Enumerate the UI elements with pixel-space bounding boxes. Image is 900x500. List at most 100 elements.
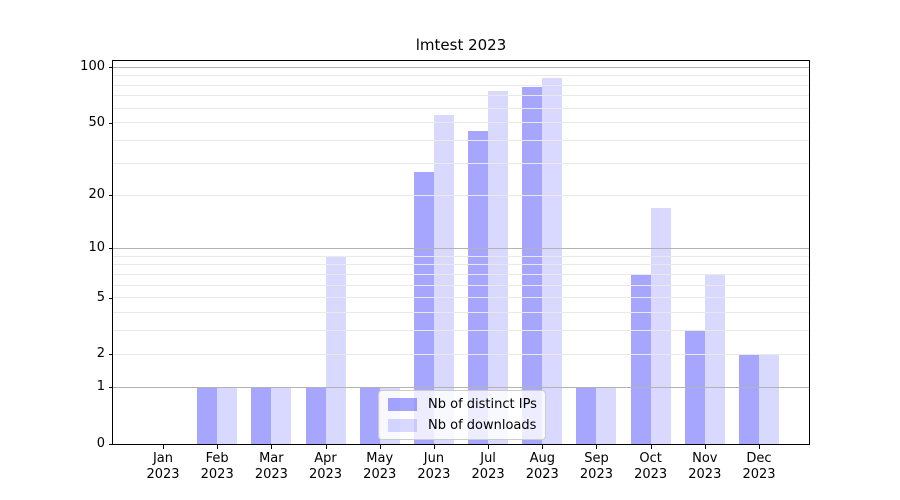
bar-downloads-dec [759, 354, 779, 444]
x-tick-mark [704, 445, 706, 449]
x-tick-label: Jan 2023 [133, 451, 193, 483]
gridline-minor [113, 140, 809, 141]
x-tick-mark [379, 445, 381, 449]
x-tick-mark [433, 445, 435, 449]
legend: Nb of distinct IPs Nb of downloads [378, 390, 546, 440]
x-tick-year: 2023 [742, 467, 776, 482]
y-tick-mark [109, 195, 113, 197]
x-tick-label: Oct 2023 [621, 451, 681, 483]
x-tick-year: 2023 [525, 467, 559, 482]
x-tick-year: 2023 [200, 467, 234, 482]
x-tick-month: Feb [205, 451, 229, 466]
bar-downloads-jul [488, 91, 509, 444]
x-tick-month: Aug [529, 451, 555, 466]
gridline-minor [113, 264, 809, 265]
x-tick-mark [542, 445, 544, 449]
y-tick-mark [109, 67, 113, 69]
gridline-minor [113, 95, 809, 96]
bar-distinct-ips-sep [576, 387, 597, 444]
x-tick-label: May 2023 [350, 451, 410, 483]
x-tick-year: 2023 [634, 467, 668, 482]
x-tick-label: Jul 2023 [458, 451, 518, 483]
legend-label-distinct-ips: Nb of distinct IPs [428, 397, 537, 412]
x-tick-label: Apr 2023 [296, 451, 356, 483]
x-tick-mark [163, 445, 164, 449]
y-tick-mark [109, 387, 113, 389]
bar-distinct-ips-apr [305, 387, 326, 444]
x-tick-label: Nov 2023 [675, 451, 735, 483]
gridline-major [113, 67, 809, 68]
y-tick-mark [109, 444, 113, 445]
legend-label-downloads: Nb of downloads [428, 418, 537, 433]
bar-downloads-jun [433, 115, 454, 444]
x-tick-year: 2023 [254, 467, 288, 482]
legend-entry-downloads: Nb of downloads [388, 418, 536, 433]
x-tick-month: Nov [692, 451, 718, 466]
x-tick-label: Dec 2023 [729, 451, 789, 483]
gridline-minor [113, 285, 809, 286]
gridline-minor [113, 312, 809, 313]
legend-swatch-distinct-ips [388, 398, 417, 411]
x-tick-label: Aug 2023 [512, 451, 572, 483]
bar-distinct-ips-jul [468, 131, 489, 444]
y-tick-label: 50 [88, 114, 105, 130]
bar-distinct-ips-mar [251, 387, 272, 444]
chart-title: lmtest 2023 [415, 36, 507, 54]
x-tick-year: 2023 [471, 467, 505, 482]
gridline-minor [113, 330, 809, 331]
gridline-major [113, 387, 809, 388]
plot-area: Nb of distinct IPs Nb of downloads [112, 60, 810, 445]
legend-swatch-downloads [388, 419, 417, 432]
gridline-minor [113, 195, 809, 196]
legend-entry-distinct-ips: Nb of distinct IPs [388, 397, 537, 412]
bar-distinct-ips-feb [197, 387, 218, 444]
y-tick-label: 0 [96, 436, 105, 451]
x-tick-mark [488, 445, 490, 449]
bar-downloads-nov [704, 274, 725, 444]
x-tick-label: Sep 2023 [566, 451, 626, 483]
y-tick-label: 100 [80, 59, 105, 75]
bar-distinct-ips-dec [739, 354, 759, 444]
bar-downloads-mar [271, 387, 292, 444]
x-tick-label: Feb 2023 [187, 451, 247, 483]
bar-distinct-ips-jun [413, 171, 434, 444]
x-tick-year: 2023 [417, 467, 451, 482]
y-tick-label: 2 [96, 346, 105, 362]
bar-downloads-oct [650, 208, 671, 444]
x-tick-month: Jun [423, 451, 445, 466]
x-tick-month: Oct [639, 451, 662, 466]
x-tick-mark [596, 445, 598, 449]
gridline-major [113, 248, 809, 249]
x-tick-month: Jan [152, 451, 174, 466]
x-tick-label: Mar 2023 [241, 451, 301, 483]
y-tick-label: 5 [96, 289, 105, 305]
x-tick-mark [271, 445, 273, 449]
x-tick-month: Sep [584, 451, 609, 466]
x-tick-month: Jul [480, 451, 496, 466]
y-tick-label: 1 [96, 379, 105, 395]
x-tick-year: 2023 [308, 467, 343, 482]
gridline-minor [113, 256, 809, 257]
bar-downloads-feb [217, 387, 238, 444]
gridline-minor [113, 354, 809, 355]
x-tick-year: 2023 [363, 467, 397, 482]
y-tick-label: 20 [88, 187, 105, 203]
y-tick-mark [109, 354, 113, 356]
bar-distinct-ips-may [359, 387, 380, 444]
gridline-minor [113, 85, 809, 86]
bar-downloads-aug [542, 77, 563, 444]
y-tick-mark [109, 248, 113, 250]
x-tick-year: 2023 [146, 467, 180, 482]
gridline-minor [113, 122, 809, 123]
gridline-minor [113, 163, 809, 164]
x-tick-month: Dec [746, 451, 772, 466]
bar-downloads-sep [596, 387, 617, 444]
gridline-minor [113, 297, 809, 298]
x-tick-month: Mar [259, 451, 284, 466]
x-tick-mark [650, 445, 652, 449]
x-tick-mark [217, 445, 219, 449]
gridline-minor [113, 75, 809, 76]
y-tick-label: 10 [88, 240, 105, 256]
gridline-minor [113, 274, 809, 275]
